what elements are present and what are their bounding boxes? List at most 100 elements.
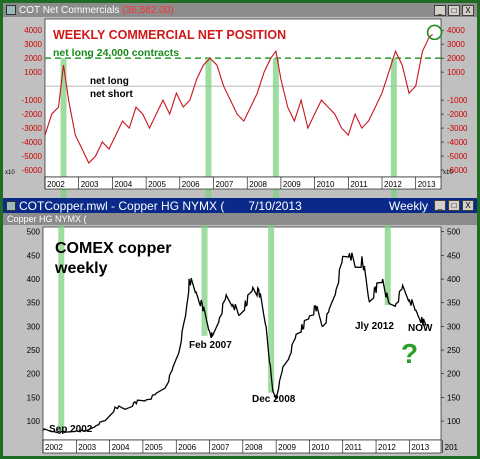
minimize-button[interactable]: _: [434, 4, 446, 16]
top-window-value: (36,582.00): [122, 4, 174, 16]
annotation-net-long: net long: [90, 76, 129, 87]
x-tick-label: 2007: [212, 443, 230, 452]
x-tick-label: 2006: [182, 180, 200, 189]
highlight-bar: [60, 58, 67, 198]
highlight-bar: [205, 58, 212, 198]
main-window-title: COTCopper.mwl - Copper HG NYMX (: [19, 198, 225, 213]
x-tick-label: 2011: [345, 443, 363, 452]
y-tick-label-left: 300: [27, 322, 41, 331]
y-tick-label-left: 2000: [24, 54, 42, 63]
chart-subtitle: net long 24,000 contracts: [53, 47, 179, 59]
y-tick-label-left: 4000: [24, 26, 42, 35]
y-tick-label-left: 1000: [24, 68, 42, 77]
multiplier-label-right: x10: [443, 170, 453, 176]
y-tick-label-right: 500: [447, 228, 461, 237]
y-tick-label-right: 150: [447, 393, 461, 402]
top-window-titlebar[interactable]: COT Net Commercials (36,582.00) _ □ X: [3, 3, 477, 17]
y-tick-label-right: -1000: [447, 96, 468, 105]
x-tick-label: 2002: [47, 180, 65, 189]
y-tick-label-left: 350: [27, 299, 41, 308]
y-tick-label-right: 250: [447, 346, 461, 355]
x-tick-label: 2012: [384, 180, 402, 189]
plot-area: [42, 226, 442, 441]
y-tick-label-left: 500: [27, 228, 41, 237]
y-tick-label-left: 250: [27, 346, 41, 355]
highlight-bar: [384, 225, 391, 306]
x-tick-label: 2002: [45, 443, 63, 452]
x-tick-label: 2009: [278, 443, 296, 452]
app-frame: COT Net Commercials (36,582.00) _ □ X -6…: [3, 3, 477, 456]
x-tick-label: 201: [445, 443, 459, 452]
y-tick-label-left: -3000: [22, 124, 43, 133]
y-tick-label-right: -4000: [447, 138, 468, 147]
x-tick-label: 2004: [114, 180, 132, 189]
y-tick-label-right: 1000: [447, 68, 465, 77]
y-tick-label-left: -6000: [22, 166, 43, 175]
x-tick-label: 2003: [78, 443, 96, 452]
y-tick-label-left: -5000: [22, 152, 43, 161]
y-tick-label-right: 200: [447, 370, 461, 379]
copper-price-line: [42, 252, 427, 434]
chart-title-line2: weekly: [54, 260, 108, 277]
y-tick-label-left: -1000: [22, 96, 43, 105]
y-tick-label-left: -2000: [22, 110, 43, 119]
highlight-bar: [268, 225, 275, 393]
y-tick-label-right: -5000: [447, 152, 468, 161]
window-app-icon: [6, 200, 16, 211]
maximize-button[interactable]: □: [448, 200, 460, 211]
x-tick-label: 2013: [418, 180, 436, 189]
y-tick-label-left: 150: [27, 393, 41, 402]
copper-price-chart: 100 100 150 150 200 200 250 250 300 300 350 350 400 4…: [3, 225, 477, 456]
x-tick-label: 2012: [378, 443, 396, 452]
y-tick-label-left: 450: [27, 251, 41, 260]
sub-window-titlebar: Copper HG NYMX (: [3, 213, 477, 225]
y-tick-label-right: 350: [447, 299, 461, 308]
annotation-dec-2008: Dec 2008: [252, 394, 296, 405]
annotation-feb-2007: Feb 2007: [189, 340, 232, 351]
x-tick-label: 2011: [350, 180, 368, 189]
y-tick-label-right: -3000: [447, 124, 468, 133]
chart-title: WEEKLY COMMERCIAL NET POSITION: [53, 28, 286, 42]
net-commercials-line: [44, 33, 433, 164]
x-tick-label: 2007: [216, 180, 234, 189]
x-tick-label: 2010: [311, 443, 329, 452]
annotation-sep-2002: Sep 2002: [49, 424, 93, 435]
y-tick-label-right: 2000: [447, 54, 465, 63]
close-button[interactable]: X: [462, 4, 474, 16]
y-tick-label-right: -6000: [447, 166, 468, 175]
sub-window-title: Copper HG NYMX (: [7, 214, 87, 224]
main-window-period: Weekly: [388, 198, 428, 213]
annotation-question-mark: ?: [401, 338, 418, 369]
x-tick-label: 2008: [249, 180, 267, 189]
highlight-bar: [390, 58, 397, 198]
y-tick-label-left: 3000: [24, 40, 42, 49]
window-app-icon: [6, 5, 16, 15]
x-tick-label: 2003: [81, 180, 99, 189]
y-tick-label-left: -4000: [22, 138, 43, 147]
current-point-circle: [426, 24, 443, 41]
annotation-net-short: net short: [90, 89, 133, 100]
main-window-titlebar[interactable]: COTCopper.mwl - Copper HG NYMX ( 7/10/20…: [3, 198, 477, 213]
highlight-bar: [58, 225, 65, 432]
y-tick-label-right: 300: [447, 322, 461, 331]
x-tick-label: 2008: [245, 443, 263, 452]
x-tick-label: 2005: [148, 180, 166, 189]
x-tick-label: 2004: [112, 443, 130, 452]
x-tick-label: 2005: [145, 443, 163, 452]
annotation-now: NOW: [408, 323, 433, 334]
chart-title: COMEX copper: [55, 240, 171, 257]
highlight-bar: [201, 225, 208, 336]
x-tick-label: 2006: [178, 443, 196, 452]
minimize-button[interactable]: _: [434, 200, 446, 211]
x-tick-label: 2010: [317, 180, 335, 189]
main-window-date: 7/10/2013: [248, 198, 302, 213]
close-button[interactable]: X: [462, 200, 474, 211]
x-axis-strip: [44, 176, 442, 190]
x-tick-label: 2009: [283, 180, 301, 189]
highlight-bar: [272, 58, 279, 198]
plot-area: [44, 18, 442, 178]
y-tick-label-left: 200: [27, 370, 41, 379]
maximize-button[interactable]: □: [448, 4, 460, 16]
y-tick-label-right: 100: [447, 417, 461, 426]
y-tick-label-left: 400: [27, 275, 41, 284]
